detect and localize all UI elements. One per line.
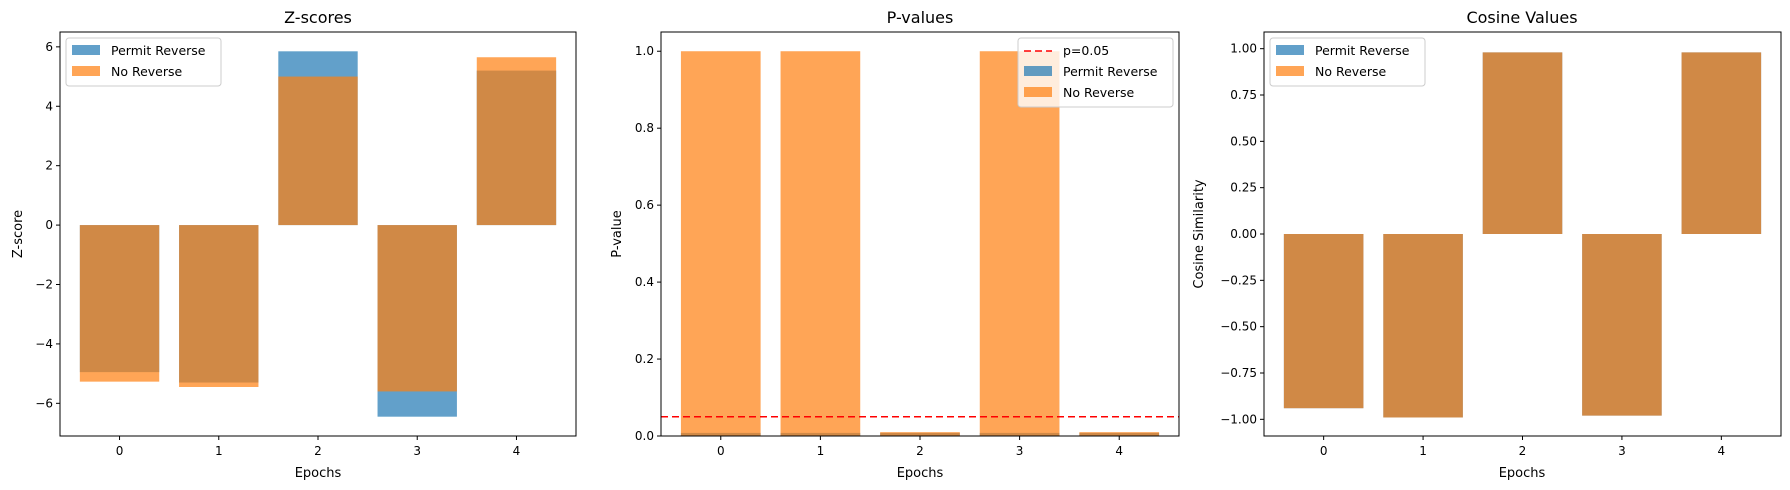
x-tick-label: 4 xyxy=(1718,444,1726,458)
x-tick-label: 0 xyxy=(116,444,124,458)
bar-no-reverse-epoch-1 xyxy=(780,51,861,437)
legend-swatch-no-reverse xyxy=(1276,66,1304,76)
z-scores-bars xyxy=(79,51,557,417)
bar-no-reverse-epoch-3 xyxy=(979,51,1060,437)
bar-no-reverse-epoch-0 xyxy=(680,51,761,437)
legend-label-no-reverse: No Reverse xyxy=(1063,85,1135,100)
y-tick-label: 0.8 xyxy=(635,121,654,135)
bar-no-reverse-epoch-0 xyxy=(79,225,160,382)
y-tick-label: −4 xyxy=(35,337,53,351)
y-tick-label: 0.6 xyxy=(635,198,654,212)
z-scores-x-ticks: 0 1 2 3 4 xyxy=(116,436,521,458)
x-tick-label: 2 xyxy=(1519,444,1527,458)
y-tick-label: 6 xyxy=(45,40,53,54)
legend-label-no-reverse: No Reverse xyxy=(1315,64,1387,79)
x-tick-label: 1 xyxy=(1419,444,1427,458)
p-values-title: P-values xyxy=(887,8,954,27)
z-scores-title: Z-scores xyxy=(284,8,352,27)
y-tick-label: 4 xyxy=(45,99,53,113)
cosine-values-legend: Permit Reverse No Reverse xyxy=(1269,37,1426,87)
z-scores-y-label: Z-score xyxy=(11,210,26,258)
cosine-values-x-label: Epochs xyxy=(1499,466,1546,481)
y-tick-label: −0.50 xyxy=(1220,320,1257,334)
x-tick-label: 3 xyxy=(1016,444,1024,458)
legend-swatch-no-reverse xyxy=(72,66,100,76)
bar-no-reverse-epoch-0 xyxy=(1283,234,1364,409)
x-tick-label: 2 xyxy=(916,444,924,458)
y-tick-label: 1.00 xyxy=(1230,42,1257,56)
bar-no-reverse-epoch-1 xyxy=(179,225,259,387)
y-tick-label: −2 xyxy=(35,278,53,292)
legend-label-permit-reverse: Permit Reverse xyxy=(1063,64,1158,79)
bar-no-reverse-epoch-3 xyxy=(377,225,457,392)
x-tick-label: 3 xyxy=(1618,444,1626,458)
bar-no-reverse-epoch-2 xyxy=(880,432,960,436)
p-values-y-label: P-value xyxy=(610,210,625,257)
cosine-values-bars xyxy=(1283,52,1762,418)
legend-swatch-permit-reverse xyxy=(72,45,100,55)
y-tick-label: 1.0 xyxy=(635,44,654,58)
z-scores-legend: Permit Reverse No Reverse xyxy=(65,37,222,87)
legend-swatch-no-reverse xyxy=(1024,87,1052,97)
p-values-legend: p=0.05 Permit Reverse No Reverse xyxy=(1017,37,1174,108)
p-values-panel: P-values 0.0 0.2 0.4 0.6 0.8 1.0 0 1 2 3 4 Epochs… xyxy=(610,8,1180,481)
p-values-x-label: Epochs xyxy=(897,466,944,481)
y-tick-label: −1.00 xyxy=(1220,412,1257,426)
y-tick-label: 0.25 xyxy=(1230,181,1257,195)
y-tick-label: 0.4 xyxy=(635,275,654,289)
bar-no-reverse-epoch-4 xyxy=(1681,52,1762,234)
z-scores-x-label: Epochs xyxy=(295,466,342,481)
cosine-values-y-label: Cosine Similarity xyxy=(1192,179,1207,289)
y-tick-label: 0.2 xyxy=(635,352,654,366)
legend-label-threshold: p=0.05 xyxy=(1063,43,1109,58)
cosine-values-panel: Cosine Values −1.00 −0.75 −0.50 −0.25 0.00 0.… xyxy=(1192,8,1782,481)
bar-no-reverse-epoch-4 xyxy=(476,57,557,226)
x-tick-label: 0 xyxy=(717,444,725,458)
y-tick-label: 0.00 xyxy=(1230,227,1257,241)
y-tick-label: 0.75 xyxy=(1230,88,1257,102)
legend-swatch-permit-reverse xyxy=(1024,66,1052,76)
legend-label-no-reverse: No Reverse xyxy=(111,64,183,79)
y-tick-label: −6 xyxy=(35,396,53,410)
x-tick-label: 1 xyxy=(215,444,223,458)
x-tick-label: 3 xyxy=(413,444,421,458)
y-tick-label: 2 xyxy=(45,159,53,173)
x-tick-label: 1 xyxy=(817,444,825,458)
bar-no-reverse-epoch-2 xyxy=(1482,52,1563,234)
p-values-bars xyxy=(680,51,1160,437)
y-tick-label: 0.50 xyxy=(1230,134,1257,148)
z-scores-panel: Z-scores −6 −4 −2 0 2 4 6 0 1 2 3 4 Epochs Z-score… xyxy=(11,8,577,481)
z-scores-y-ticks: −6 −4 −2 0 2 4 6 xyxy=(35,40,60,410)
y-tick-label: 0.0 xyxy=(635,429,654,443)
x-tick-label: 0 xyxy=(1320,444,1328,458)
cosine-values-x-ticks: 0 1 2 3 4 xyxy=(1320,436,1725,458)
legend-frame xyxy=(65,37,222,87)
y-tick-label: −0.75 xyxy=(1220,366,1257,380)
bar-no-reverse-epoch-1 xyxy=(1383,234,1463,418)
y-tick-label: −0.25 xyxy=(1220,273,1257,287)
legend-frame xyxy=(1269,37,1426,87)
x-tick-label: 4 xyxy=(513,444,521,458)
legend-frame xyxy=(1017,37,1174,108)
y-tick-label: 0 xyxy=(45,218,53,232)
p-values-y-ticks: 0.0 0.2 0.4 0.6 0.8 1.0 xyxy=(635,44,661,443)
legend-label-permit-reverse: Permit Reverse xyxy=(111,43,206,58)
x-tick-label: 2 xyxy=(314,444,322,458)
bar-no-reverse-epoch-4 xyxy=(1079,432,1160,436)
legend-swatch-permit-reverse xyxy=(1276,45,1304,55)
p-values-x-ticks: 0 1 2 3 4 xyxy=(717,436,1123,458)
bar-no-reverse-epoch-2 xyxy=(278,76,358,226)
legend-label-permit-reverse: Permit Reverse xyxy=(1315,43,1410,58)
x-tick-label: 4 xyxy=(1115,444,1123,458)
cosine-values-title: Cosine Values xyxy=(1466,8,1577,27)
cosine-values-y-ticks: −1.00 −0.75 −0.50 −0.25 0.00 0.25 0.50 0.75 1.00 xyxy=(1220,42,1264,426)
bar-no-reverse-epoch-3 xyxy=(1582,234,1662,416)
